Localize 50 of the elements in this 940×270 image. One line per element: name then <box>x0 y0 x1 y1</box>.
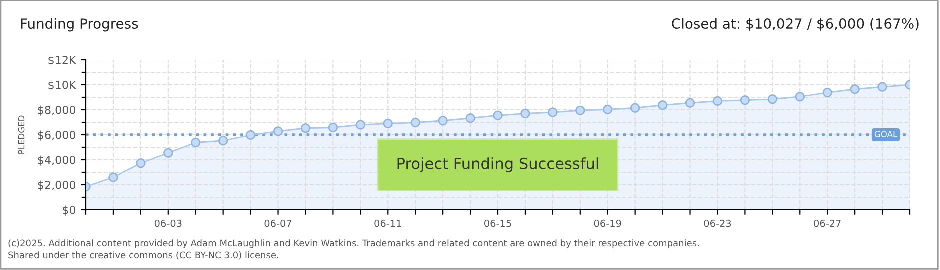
point <box>136 158 146 168</box>
point <box>191 138 201 148</box>
chart-subtitle: Closed at: $10,027 / $6,000 (167%) <box>672 18 919 31</box>
point <box>164 148 174 158</box>
point <box>520 108 530 119</box>
point <box>712 96 723 106</box>
y-axis-title: PLEDGED <box>18 116 25 154</box>
y-tick-label: $4,000 <box>38 156 76 166</box>
point <box>328 122 338 133</box>
y-tick-label: $12K <box>48 56 77 66</box>
point <box>630 103 640 113</box>
x-tick-label: 06-23 <box>704 220 732 228</box>
y-tick-label: $6,000 <box>38 130 76 141</box>
point <box>410 118 420 128</box>
point <box>218 136 228 146</box>
text: Shared under the creative commons (CC BY-NC 3.0) license. <box>8 252 278 260</box>
point <box>108 172 118 182</box>
y-tick-label: $2,000 <box>38 180 76 191</box>
chart-title: Funding Progress <box>21 18 138 32</box>
point <box>493 110 503 120</box>
point <box>356 120 366 130</box>
point <box>383 118 393 129</box>
point <box>246 130 256 140</box>
point <box>658 100 668 110</box>
point <box>273 126 284 136</box>
point <box>438 116 448 126</box>
point <box>850 84 860 94</box>
point <box>603 104 613 114</box>
text: (c)2025. Additional content provided by Adam McLaughlin and Kevin Watkins. Trademarks and related content are owned by their respective companies. <box>8 240 699 248</box>
point <box>548 108 558 118</box>
x-tick-label: 06-19 <box>594 220 622 228</box>
y-tick-label: $8,000 <box>38 106 76 116</box>
point <box>466 114 476 124</box>
point <box>768 94 778 104</box>
point <box>576 106 586 116</box>
point <box>685 98 696 108</box>
point <box>795 92 805 102</box>
point <box>740 96 750 106</box>
x-tick-label: 06-03 <box>154 220 182 228</box>
x-tick-label: 06-15 <box>484 220 512 228</box>
point <box>822 88 832 98</box>
y-tick-label: $0 <box>63 206 76 216</box>
ref-line-label: GOAL <box>874 131 898 138</box>
point <box>878 82 888 92</box>
x-tick-label: 06-27 <box>814 220 841 228</box>
x-tick-label: 06-07 <box>264 220 292 228</box>
annotation: Project Funding Successful <box>398 158 598 172</box>
x-tick-label: 06-11 <box>374 220 402 228</box>
y-tick-label: $10K <box>48 80 77 91</box>
point <box>300 124 311 134</box>
